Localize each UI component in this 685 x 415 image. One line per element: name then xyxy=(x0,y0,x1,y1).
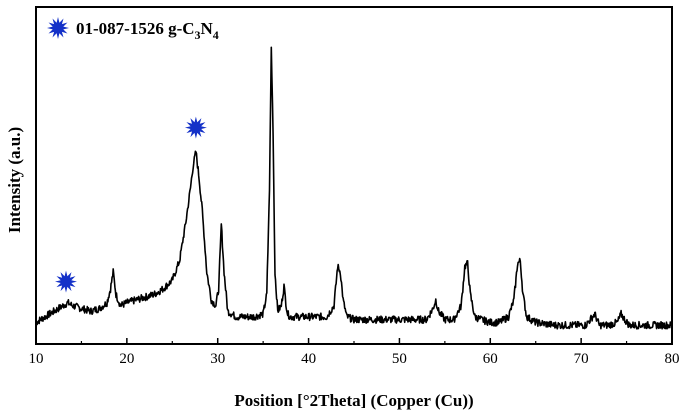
series-line-0 xyxy=(35,46,673,330)
x-tick-label-10: 10 xyxy=(29,351,44,367)
legend-starburst-icon xyxy=(47,17,69,39)
y-axis-title: Intensity (a.u.) xyxy=(5,127,24,233)
legend-label-sub1: 3 xyxy=(195,28,201,42)
plot-layer xyxy=(35,46,673,330)
x-tick-label-20: 20 xyxy=(119,351,134,367)
legend-star xyxy=(47,17,69,39)
legend-label-prefix: 01-087-1526 g-C xyxy=(76,19,195,38)
plot-frame xyxy=(35,6,673,345)
x-tick-label-40: 40 xyxy=(301,351,316,367)
x-axis-title: Position [°2Theta] (Copper (Cu)) xyxy=(234,391,473,410)
x-tick-label-70: 70 xyxy=(574,351,589,367)
x-tick-label-50: 50 xyxy=(392,351,407,367)
legend: 01-087-1526 g-C3N4 xyxy=(47,17,219,42)
x-axis: 10 20 30 40 50 60 70 80 xyxy=(29,338,680,367)
legend-label-mid: N xyxy=(201,19,214,38)
legend-label-sub2: 4 xyxy=(213,28,219,42)
peak-marker-1 xyxy=(184,116,207,139)
peak-marker-0 xyxy=(55,270,77,293)
legend-label: 01-087-1526 g-C3N4 xyxy=(76,19,219,42)
x-tick-label-80: 80 xyxy=(665,351,680,367)
x-tick-label-30: 30 xyxy=(210,351,225,367)
x-tick-label-60: 60 xyxy=(483,351,498,367)
